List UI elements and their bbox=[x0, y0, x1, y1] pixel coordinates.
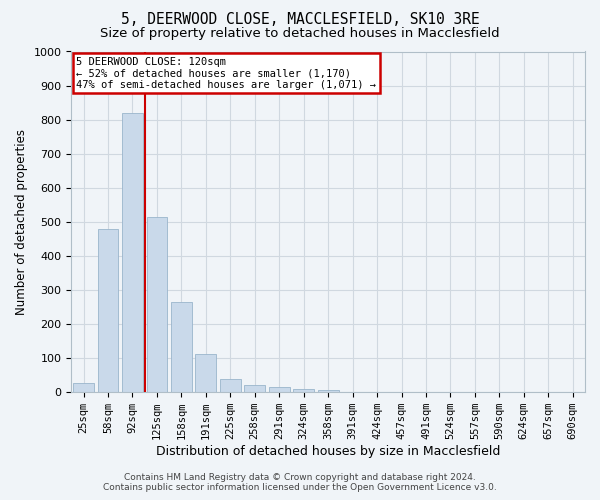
Bar bbox=[220, 379, 241, 392]
Bar bbox=[269, 388, 290, 392]
Y-axis label: Number of detached properties: Number of detached properties bbox=[15, 128, 28, 314]
Bar bbox=[293, 390, 314, 392]
Bar bbox=[171, 302, 192, 392]
Text: 5, DEERWOOD CLOSE, MACCLESFIELD, SK10 3RE: 5, DEERWOOD CLOSE, MACCLESFIELD, SK10 3R… bbox=[121, 12, 479, 28]
Bar bbox=[98, 229, 118, 392]
Text: Contains HM Land Registry data © Crown copyright and database right 2024.
Contai: Contains HM Land Registry data © Crown c… bbox=[103, 473, 497, 492]
Text: 5 DEERWOOD CLOSE: 120sqm
← 52% of detached houses are smaller (1,170)
47% of sem: 5 DEERWOOD CLOSE: 120sqm ← 52% of detach… bbox=[76, 56, 376, 90]
Bar bbox=[318, 390, 338, 392]
X-axis label: Distribution of detached houses by size in Macclesfield: Distribution of detached houses by size … bbox=[156, 444, 500, 458]
Bar bbox=[146, 216, 167, 392]
Bar bbox=[122, 112, 143, 392]
Bar bbox=[73, 382, 94, 392]
Bar bbox=[244, 385, 265, 392]
Bar bbox=[196, 354, 216, 392]
Text: Size of property relative to detached houses in Macclesfield: Size of property relative to detached ho… bbox=[100, 28, 500, 40]
